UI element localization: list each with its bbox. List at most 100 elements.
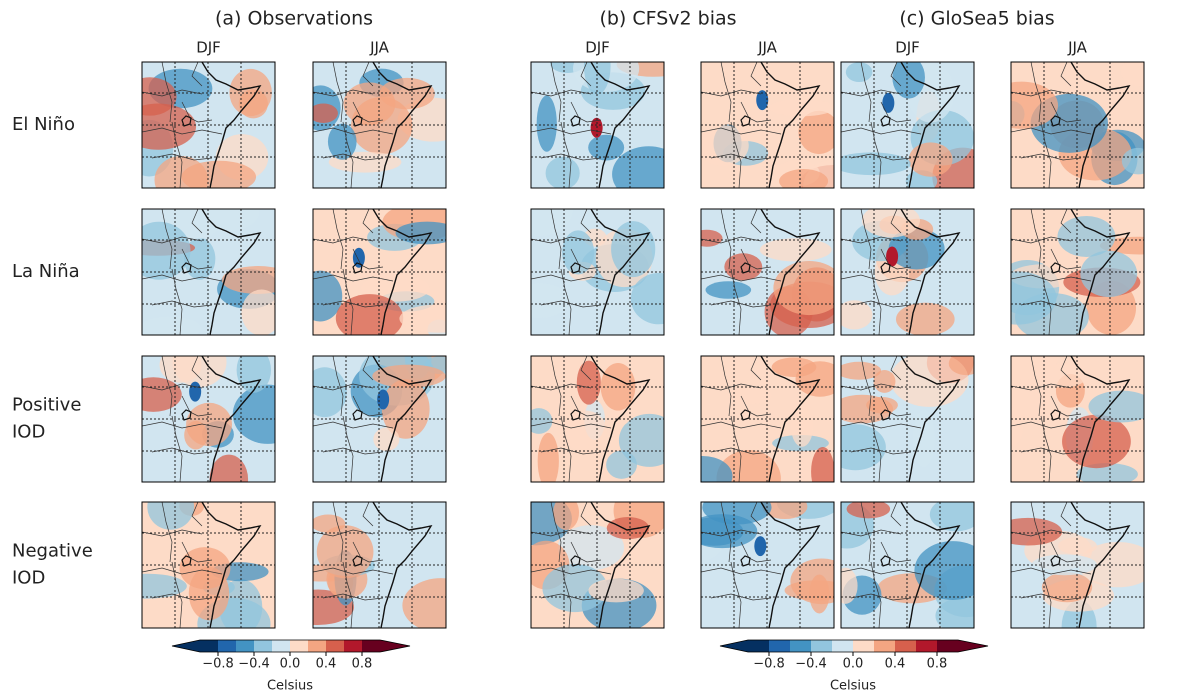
map-field: [313, 356, 446, 482]
country-border: [1030, 356, 1042, 417]
lake: [740, 555, 751, 567]
coastline: [760, 62, 821, 188]
country-border: [1050, 101, 1082, 123]
lake: [570, 555, 581, 567]
country-border: [362, 62, 374, 87]
map-field: [142, 502, 275, 628]
country-border: [531, 383, 592, 391]
lake: [1050, 409, 1061, 421]
map-panel: [700, 501, 835, 629]
country-border: [570, 541, 602, 563]
country-border: [701, 421, 782, 429]
country-border: [161, 62, 173, 123]
country-border: [720, 502, 732, 563]
panel-frame: [1010, 501, 1145, 629]
anomaly-patch: [873, 370, 896, 393]
country-border: [720, 62, 732, 123]
country-border: [701, 529, 762, 537]
country-border: [580, 209, 592, 234]
colorbar-extend: [958, 640, 988, 652]
colorbar-swatch: [326, 640, 345, 652]
anomaly-patch: [562, 410, 607, 451]
anomaly-patch: [142, 316, 202, 335]
map-panel: [1010, 61, 1145, 189]
anomaly-patch: [1057, 216, 1116, 257]
country-border: [142, 529, 203, 537]
country-border: [1020, 593, 1082, 601]
coastline: [1070, 209, 1131, 335]
map-field: [841, 209, 974, 335]
country-border: [1060, 62, 1072, 87]
country-border: [550, 209, 562, 270]
country-border: [142, 127, 223, 135]
anomaly-patch: [381, 379, 430, 439]
map-panel: [1010, 501, 1145, 629]
country-border: [171, 561, 183, 628]
country-border: [550, 502, 562, 563]
lake: [1050, 555, 1061, 567]
country-border: [352, 395, 384, 417]
map-panel: [840, 501, 975, 629]
map-field: [701, 62, 834, 188]
country-border: [1011, 421, 1092, 429]
country-border: [730, 268, 742, 335]
anomaly-patch: [1062, 414, 1131, 469]
anomaly-patch: [531, 283, 570, 319]
country-border: [313, 274, 394, 282]
country-border: [841, 529, 902, 537]
coastline: [590, 209, 651, 335]
country-border: [1040, 121, 1052, 188]
anomaly-patch: [1011, 517, 1063, 546]
anomaly-patch: [395, 221, 446, 245]
lake: [352, 115, 363, 127]
anomaly-core: [754, 536, 767, 557]
anomaly-patch: [373, 427, 400, 452]
panel-frame: [141, 501, 276, 629]
country-border: [313, 529, 374, 537]
anomaly-patch: [914, 541, 974, 600]
season-label: DJF: [196, 39, 221, 57]
lake: [880, 115, 891, 127]
anomaly-patch: [630, 273, 664, 325]
coastline: [900, 209, 961, 335]
country-border: [1020, 153, 1082, 161]
panel-frame: [840, 61, 975, 189]
country-border: [750, 62, 762, 87]
panel-frame: [141, 208, 276, 336]
lake: [181, 115, 192, 127]
country-border: [701, 567, 782, 575]
country-border: [352, 541, 384, 563]
country-border: [860, 62, 872, 123]
country-border: [880, 395, 912, 417]
country-border: [540, 447, 602, 455]
map-panel: [840, 355, 975, 483]
country-border: [531, 236, 592, 244]
anomaly-patch: [769, 99, 834, 117]
country-border: [701, 274, 782, 282]
country-border: [841, 89, 902, 97]
panel-frame: [312, 355, 447, 483]
country-border: [1011, 127, 1092, 135]
colorbar-swatch: [200, 640, 219, 652]
anomaly-patch: [1080, 250, 1138, 298]
panel-frame: [700, 355, 835, 483]
country-border: [352, 101, 384, 123]
country-border: [332, 62, 344, 123]
country-border: [870, 268, 882, 335]
coastline: [372, 209, 433, 335]
anomaly-patch: [892, 62, 925, 99]
country-border: [161, 502, 173, 563]
country-border: [860, 209, 872, 270]
map-field: [841, 356, 974, 482]
season-label: JJA: [369, 39, 390, 57]
anomaly-patch: [536, 95, 557, 152]
colorbar-frame: [171, 639, 411, 653]
country-border: [313, 421, 394, 429]
anomaly-patch: [142, 221, 191, 280]
country-border: [322, 153, 384, 161]
anomaly-patch: [948, 356, 974, 376]
anomaly-patch: [159, 356, 202, 383]
country-border: [161, 356, 173, 417]
map-panel: [312, 501, 447, 629]
